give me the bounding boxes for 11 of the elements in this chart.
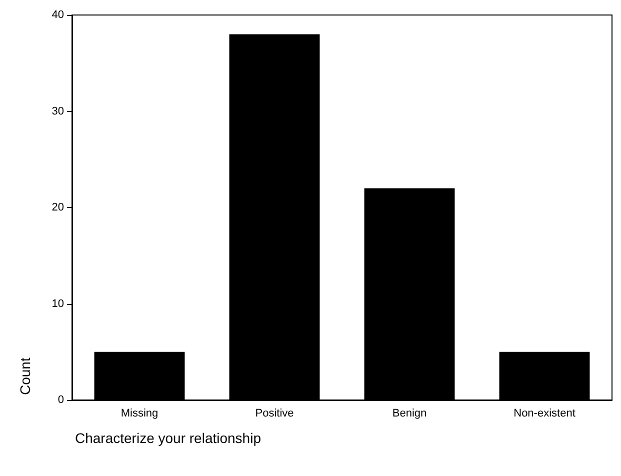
x-axis-title: Characterize your relationship xyxy=(75,430,262,446)
y-tick-label: 10 xyxy=(52,298,64,310)
x-tick-label: Benign xyxy=(392,408,427,420)
y-tick-label: 20 xyxy=(52,202,64,214)
y-tick-label: 40 xyxy=(52,9,64,21)
x-tick-label: Missing xyxy=(120,408,158,420)
y-tick-label: 0 xyxy=(58,394,64,406)
y-tick-label: 30 xyxy=(52,105,64,118)
x-tick-label: Non-existent xyxy=(514,408,576,420)
y-axis-title: Count xyxy=(17,358,33,395)
x-tick-label: Positive xyxy=(255,408,294,420)
